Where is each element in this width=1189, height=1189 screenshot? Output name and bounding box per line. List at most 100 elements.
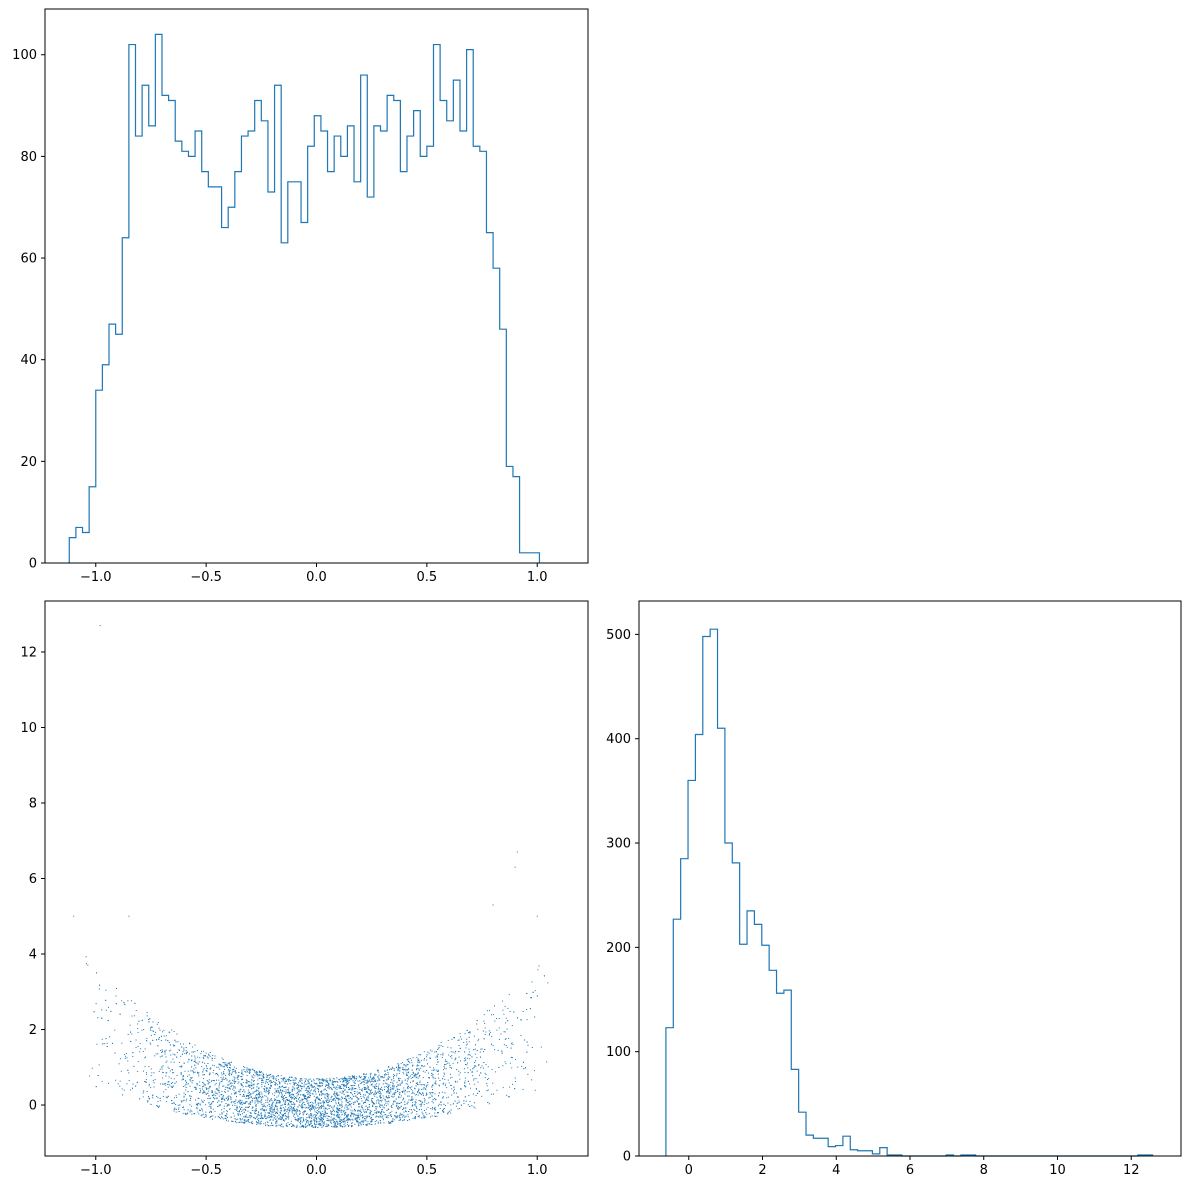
scatter-point [345, 1116, 347, 1118]
scatter-point [276, 1075, 278, 1077]
scatter-point [219, 1104, 221, 1106]
scatter-point [376, 1112, 378, 1114]
scatter-point [448, 1054, 450, 1056]
scatter-point [258, 1114, 260, 1116]
scatter-point [341, 1105, 343, 1107]
scatter-point [240, 1072, 242, 1074]
scatter-point [253, 1097, 255, 1099]
scatter-point [334, 1081, 336, 1083]
scatter-point [146, 1040, 148, 1042]
scatter-point [293, 1098, 295, 1100]
scatter-point [178, 1049, 180, 1051]
scatter-point [163, 1083, 165, 1085]
scatter-point [333, 1106, 335, 1108]
scatter-point [260, 1071, 262, 1073]
scatter-point [323, 1101, 325, 1103]
scatter-point [202, 1056, 204, 1058]
scatter-point [255, 1110, 257, 1112]
scatter-point [387, 1097, 389, 1099]
scatter-point [168, 1068, 170, 1070]
scatter-point [311, 1115, 313, 1117]
scatter-point [282, 1089, 284, 1091]
scatter-point [253, 1077, 255, 1079]
scatter-point [359, 1092, 361, 1094]
scatter-point [258, 1073, 260, 1075]
scatter-point [305, 1114, 307, 1116]
scatter-point [276, 1112, 278, 1114]
scatter-point [457, 1096, 459, 1098]
scatter-point [407, 1060, 409, 1062]
scatter-point [338, 1086, 340, 1088]
scatter-point [243, 1116, 245, 1118]
scatter-point [227, 1099, 229, 1101]
scatter-point [341, 1106, 343, 1108]
scatter-point [345, 1081, 347, 1083]
scatter-point [277, 1118, 279, 1120]
scatter-point [307, 1094, 309, 1096]
scatter-point [510, 1056, 512, 1058]
scatter-point [218, 1085, 220, 1087]
scatter-point [293, 1083, 295, 1085]
scatter-point [392, 1120, 394, 1122]
scatter-point [507, 1020, 509, 1022]
scatter-point [346, 1079, 348, 1081]
scatter-point [365, 1091, 367, 1093]
scatter-point [252, 1117, 254, 1119]
scatter-point [326, 1081, 328, 1083]
scatter-point [228, 1095, 230, 1097]
scatter-point [322, 1101, 324, 1103]
scatter-point [378, 1102, 380, 1104]
scatter-point [410, 1112, 412, 1114]
scatter-point [353, 1113, 355, 1115]
scatter-point [374, 1084, 376, 1086]
scatter-point [412, 1104, 414, 1106]
scatter-point [263, 1105, 265, 1107]
scatter-point [320, 1079, 322, 1081]
scatter-point [157, 1053, 159, 1055]
scatter-point [271, 1125, 273, 1127]
scatter-point [255, 1120, 257, 1122]
scatter-point [339, 1079, 341, 1081]
scatter-point [367, 1092, 369, 1094]
scatter-point [431, 1072, 433, 1074]
scatter-point [318, 1084, 320, 1086]
scatter-point [317, 1078, 319, 1080]
scatter-point [453, 1037, 455, 1039]
scatter-point [243, 1111, 245, 1113]
scatter-point [403, 1064, 405, 1066]
scatter-point [158, 1070, 160, 1072]
histogram-bin [513, 477, 520, 563]
scatter-point [522, 1010, 524, 1012]
scatter-point [429, 1057, 431, 1059]
scatter-point [331, 1118, 333, 1120]
scatter-point [170, 1061, 172, 1063]
scatter-point [399, 1107, 401, 1109]
scatter-point [347, 1113, 349, 1115]
scatter-point [201, 1101, 203, 1103]
scatter-point [353, 1095, 355, 1097]
scatter-point [320, 1082, 322, 1084]
scatter-point [342, 1077, 344, 1079]
scatter-point [259, 1123, 261, 1125]
scatter-point [331, 1119, 333, 1121]
x-tick-label: 0.5 [417, 570, 438, 585]
scatter-point [385, 1073, 387, 1075]
scatter-point [344, 1078, 346, 1080]
scatter-point [344, 1117, 346, 1119]
scatter-point [210, 1111, 212, 1113]
scatter-point [260, 1120, 262, 1122]
scatter-point [199, 1103, 201, 1105]
scatter-point [264, 1114, 266, 1116]
scatter-point [191, 1105, 193, 1107]
scatter-point [349, 1103, 351, 1105]
scatter-point [240, 1108, 242, 1110]
scatter-point [463, 1103, 465, 1105]
scatter-point [158, 1037, 160, 1039]
scatter-point [270, 1106, 272, 1108]
scatter-point [161, 1068, 163, 1070]
scatter-point [438, 1085, 440, 1087]
scatter-point [297, 1119, 299, 1121]
scatter-point [199, 1057, 201, 1059]
histogram-bin [433, 45, 440, 563]
scatter-point [387, 1090, 389, 1092]
